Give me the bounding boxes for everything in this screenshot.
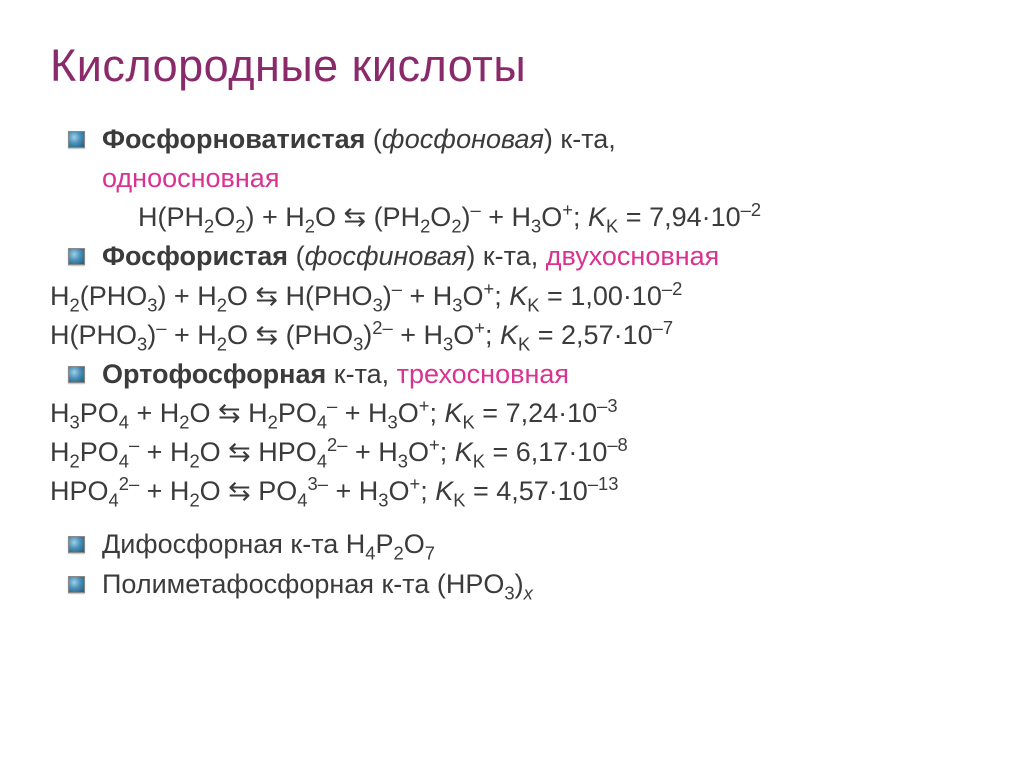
hypophosphorous-sub: одноосновная xyxy=(50,159,974,198)
eq-phosphorous-2: H(PHO3)– + H2O ⇆ (PHO3)2– + H3O+; KK = 2… xyxy=(50,316,974,355)
slide: Кислородные кислоты Фосфорноватистая (фо… xyxy=(0,0,1024,767)
eq-phosphorous-1: H2(PHO3) + H2O ⇆ H(PHO3)– + H3O+; KK = 1… xyxy=(50,277,974,316)
bullet-diphosphoric: Дифосфорная к-та H4P2O7 xyxy=(50,525,974,564)
slide-title: Кислородные кислоты xyxy=(50,40,974,92)
gap xyxy=(50,511,974,525)
eq-orthophosphoric-3: HPO42– + H2O ⇆ PO43– + H3O+; KK = 4,57·1… xyxy=(50,472,974,511)
bullet-phosphorous: Фосфористая (фосфиновая) к-та, двухоснов… xyxy=(50,237,974,276)
eq-orthophosphoric-1: H3PO4 + H2O ⇆ H2PO4– + H3O+; KK = 7,24·1… xyxy=(50,394,974,433)
bullet-hypophosphorous: Фосфорноватистая (фосфоновая) к-та, xyxy=(50,120,974,159)
slide-content: Фосфорноватистая (фосфоновая) к-та, одно… xyxy=(50,120,974,604)
bullet-polymetaphosphoric: Полиметафосфорная к-та (HPO3)x xyxy=(50,565,974,604)
eq-orthophosphoric-2: H2PO4– + H2O ⇆ HPO42– + H3O+; KK = 6,17·… xyxy=(50,433,974,472)
bullet-orthophosphoric: Ортофосфорная к-та, трехосновная xyxy=(50,355,974,394)
eq-hypophosphorous: H(PH2O2) + H2O ⇆ (PH2O2)– + H3O+; KK = 7… xyxy=(50,198,974,237)
